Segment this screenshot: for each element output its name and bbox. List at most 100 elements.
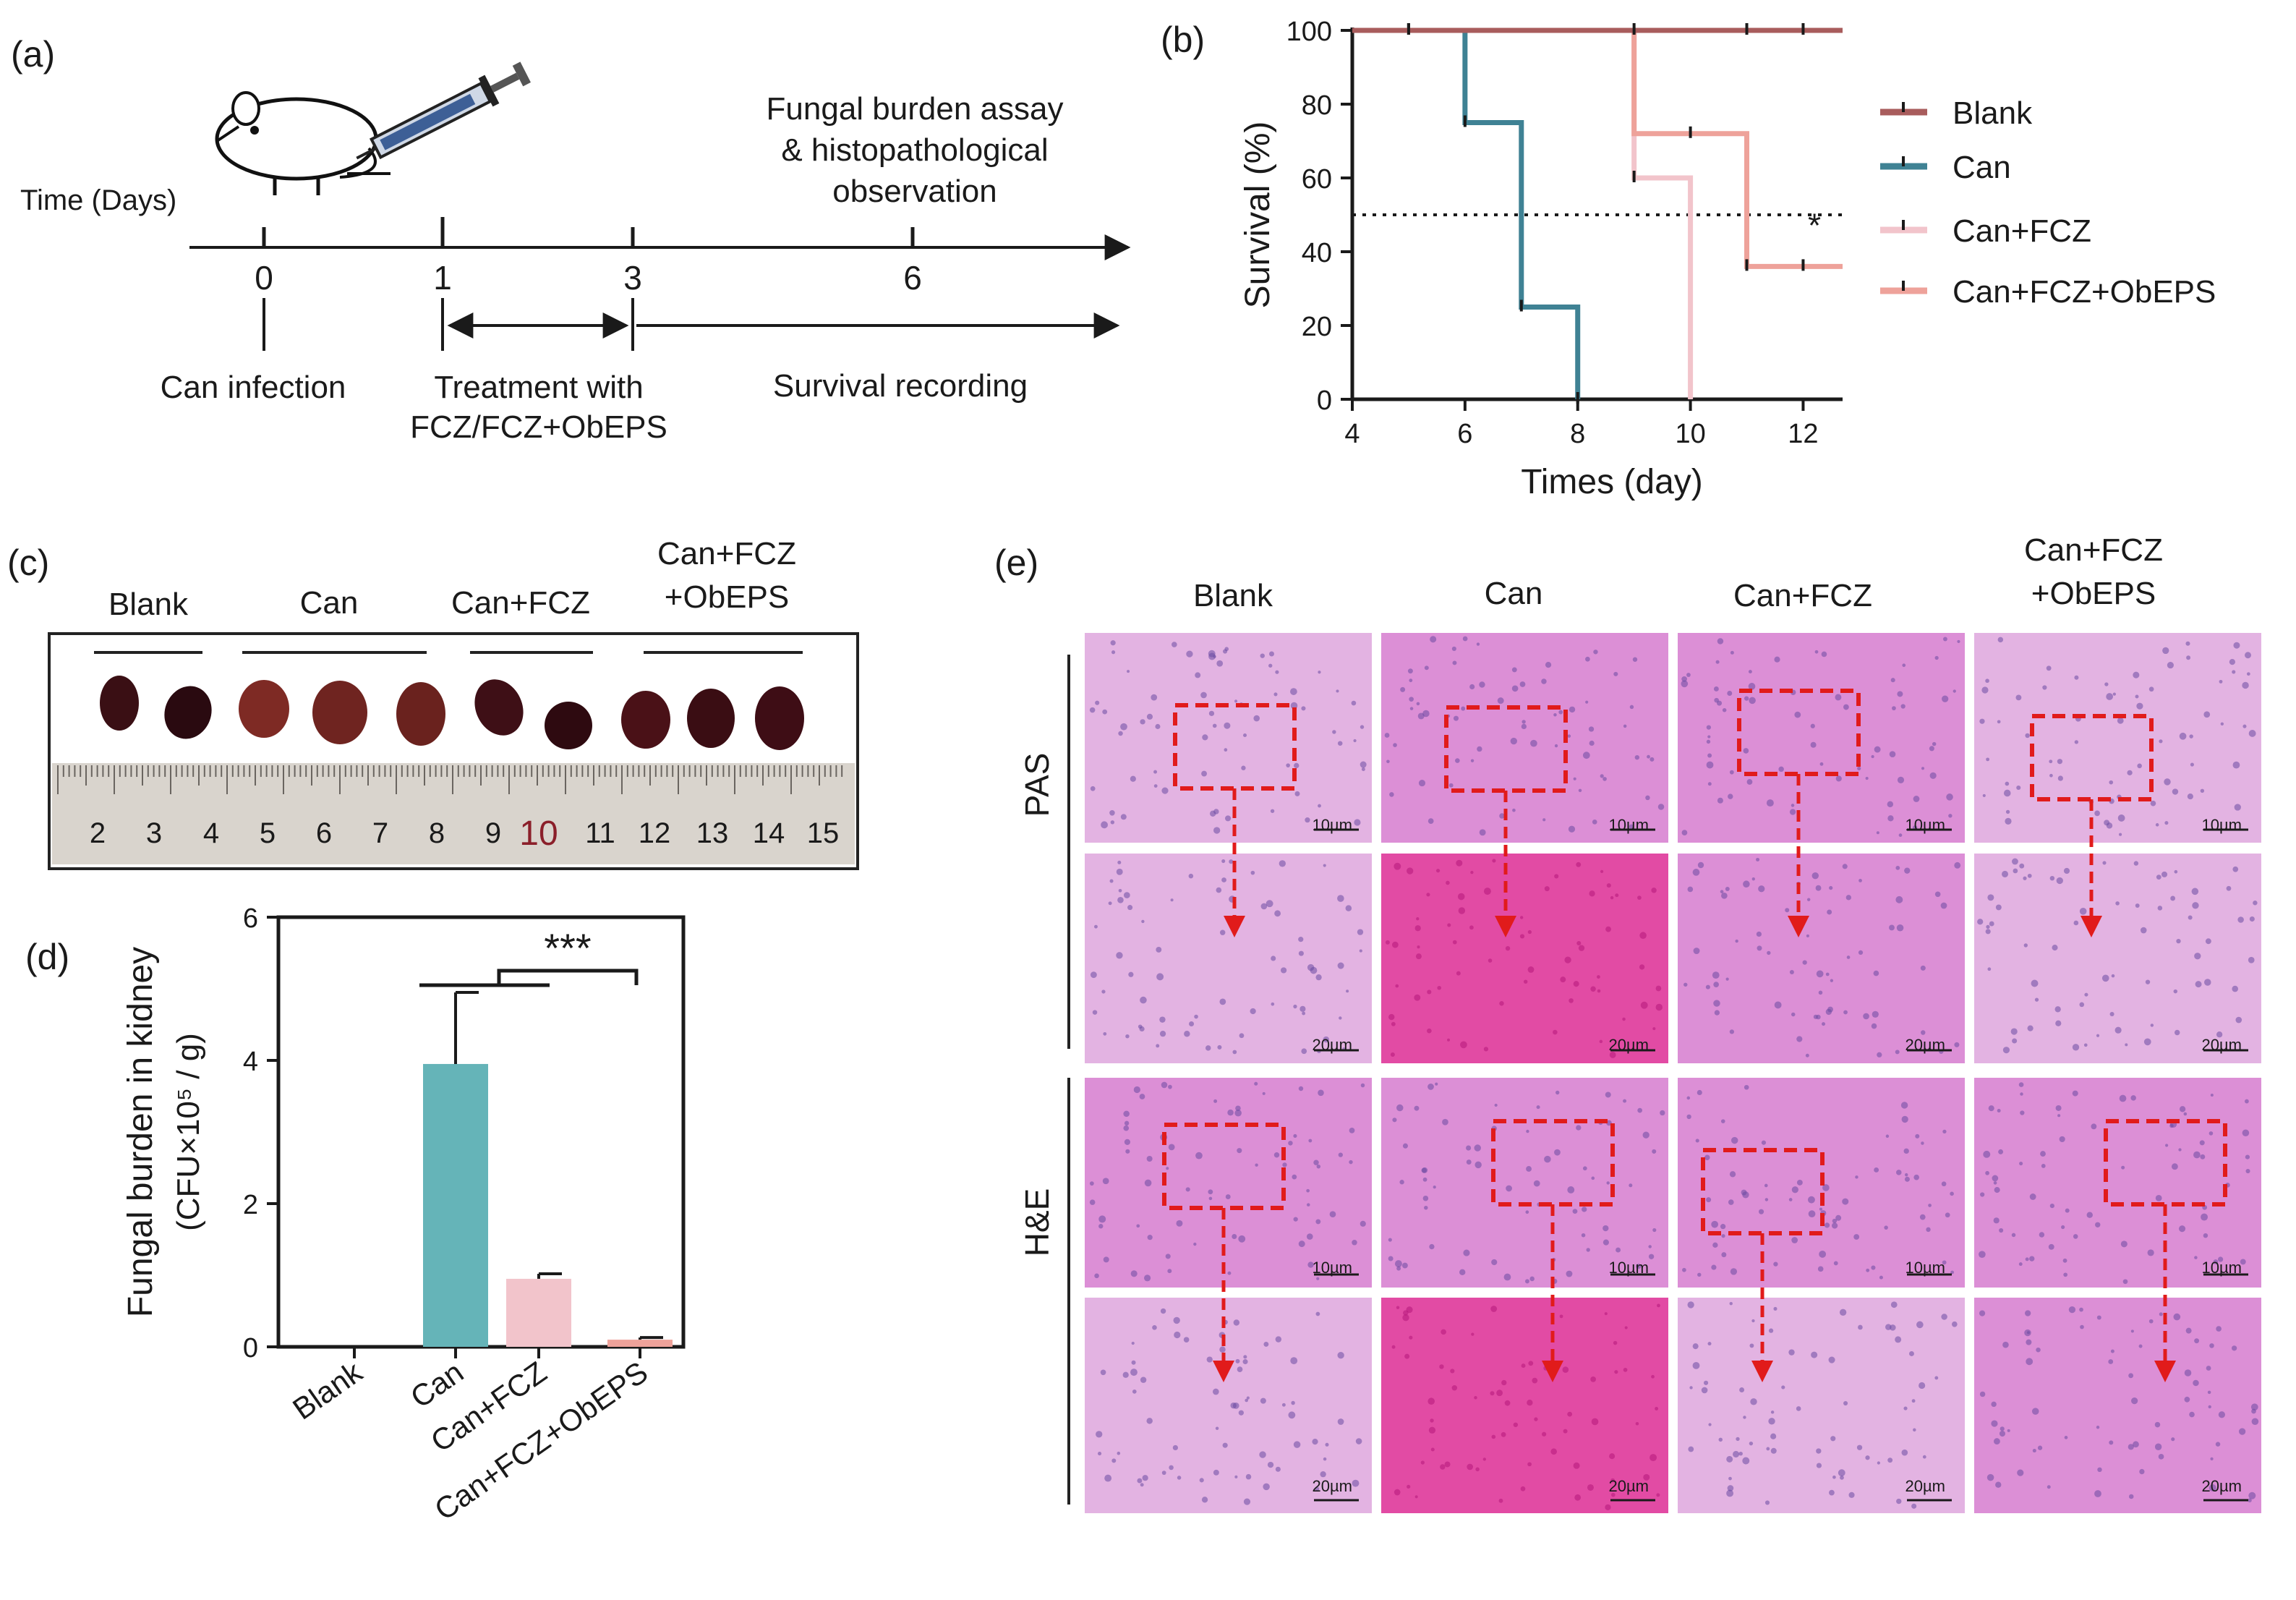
cell-nucleus	[2199, 1140, 2205, 1146]
cell-nucleus	[2138, 1344, 2143, 1348]
y-tick-label: 80	[1302, 90, 1332, 121]
cell-nucleus	[1569, 998, 1574, 1003]
cell-nucleus	[1414, 1495, 1418, 1499]
cell-nucleus	[1822, 1022, 1826, 1026]
cell-nucleus	[1349, 1128, 1355, 1133]
cell-nucleus	[1721, 892, 1728, 899]
scale-label: 10µm	[1905, 816, 1945, 834]
tick-day-6: 6	[903, 259, 922, 297]
cell-nucleus	[1237, 1366, 1243, 1372]
cell-nucleus	[1739, 1387, 1745, 1392]
cell-nucleus	[1810, 723, 1815, 728]
x-tick-label: 4	[1344, 419, 1360, 449]
cell-nucleus	[1858, 950, 1864, 955]
cell-nucleus	[2037, 1445, 2043, 1450]
cell-nucleus	[1572, 1209, 1578, 1214]
cell-nucleus	[1742, 1457, 1750, 1465]
cell-nucleus	[1764, 1500, 1770, 1505]
cell-nucleus	[1692, 1361, 1700, 1369]
cell-nucleus	[1720, 890, 1724, 894]
cell-nucleus	[2210, 1457, 2214, 1461]
cell-nucleus	[1987, 967, 1992, 971]
cell-nucleus	[1788, 1198, 1793, 1201]
cell-nucleus	[1455, 758, 1460, 763]
cell-nucleus	[1275, 670, 1279, 674]
cell-nucleus	[1292, 1174, 1297, 1180]
cell-nucleus	[1195, 672, 1201, 678]
cell-nucleus	[1889, 751, 1896, 757]
cell-nucleus	[2185, 641, 2190, 646]
cell-nucleus	[2063, 867, 2070, 875]
cell-nucleus	[1394, 1260, 1402, 1268]
cell-nucleus	[1770, 1433, 1777, 1439]
cell-nucleus	[1488, 958, 1493, 963]
cell-nucleus	[1806, 934, 1809, 937]
histology-image	[1381, 1298, 1668, 1513]
cell-nucleus	[1266, 900, 1273, 908]
cell-nucleus	[1316, 1165, 1321, 1169]
cell-nucleus	[1293, 1217, 1298, 1222]
cell-nucleus	[1416, 917, 1420, 921]
cell-nucleus	[1225, 1194, 1231, 1199]
cell-nucleus	[1160, 1308, 1166, 1314]
cell-nucleus	[1748, 683, 1756, 690]
cell-nucleus	[2026, 1339, 2032, 1345]
cell-nucleus	[1139, 1094, 1145, 1099]
cell-nucleus	[1260, 1397, 1266, 1404]
cell-nucleus	[1600, 774, 1604, 778]
cell-nucleus	[1605, 1092, 1611, 1098]
cell-nucleus	[1440, 1464, 1446, 1470]
cell-nucleus	[1173, 1316, 1180, 1324]
cell-nucleus	[2109, 1011, 2114, 1017]
cell-nucleus	[1130, 1369, 1138, 1376]
cell-nucleus	[1153, 784, 1158, 788]
cell-nucleus	[2235, 1016, 2242, 1024]
cell-nucleus	[1997, 637, 2004, 643]
cell-nucleus	[1323, 1036, 1330, 1043]
cell-nucleus	[1414, 925, 1421, 932]
column-label-can: Can	[1485, 576, 1543, 611]
ruler-label: 6	[316, 817, 332, 849]
cell-nucleus	[2073, 1234, 2078, 1239]
cell-nucleus	[1736, 1437, 1740, 1442]
cell-nucleus	[1212, 1388, 1219, 1395]
cell-nucleus	[1424, 1205, 1428, 1210]
cell-nucleus	[1490, 1306, 1498, 1312]
cell-nucleus	[1361, 767, 1365, 771]
cell-nucleus	[1816, 1463, 1822, 1468]
cell-nucleus	[1153, 770, 1158, 774]
scale-label: 10µm	[1905, 1259, 1945, 1277]
cell-nucleus	[1523, 979, 1528, 984]
cell-nucleus	[1127, 670, 1130, 673]
cell-nucleus	[1217, 1044, 1222, 1050]
cell-nucleus	[2133, 671, 2140, 678]
cell-nucleus	[1746, 779, 1753, 785]
cell-nucleus	[1822, 1184, 1830, 1191]
cell-nucleus	[1985, 1170, 1989, 1175]
cell-nucleus	[1388, 1256, 1394, 1261]
group-label-can-fcz-obeps-line2: +ObEPS	[665, 579, 789, 615]
cell-nucleus	[1697, 1272, 1702, 1277]
cell-nucleus	[1954, 1042, 1960, 1047]
cell-nucleus	[1979, 1391, 1986, 1397]
cell-nucleus	[1913, 1174, 1919, 1180]
cell-nucleus	[2084, 992, 2088, 997]
cell-nucleus	[1999, 1430, 2006, 1437]
cell-nucleus	[1506, 1185, 1512, 1192]
cell-nucleus	[1108, 901, 1112, 906]
cell-nucleus	[2191, 888, 2199, 895]
cell-nucleus	[1336, 689, 1339, 693]
cell-nucleus	[1144, 1275, 1151, 1282]
cell-nucleus	[1789, 970, 1794, 975]
y-tick-label: 40	[1302, 238, 1332, 268]
cell-nucleus	[1636, 1264, 1642, 1269]
cell-nucleus	[1687, 1301, 1694, 1308]
cell-nucleus	[1280, 967, 1287, 974]
cell-nucleus	[1499, 813, 1505, 819]
cell-nucleus	[2172, 788, 2179, 795]
group-label-blank: Blank	[108, 587, 189, 622]
cell-nucleus	[1151, 694, 1158, 701]
cell-nucleus	[1582, 1207, 1587, 1212]
cell-nucleus	[1271, 1002, 1275, 1006]
cell-nucleus	[1791, 1186, 1798, 1193]
